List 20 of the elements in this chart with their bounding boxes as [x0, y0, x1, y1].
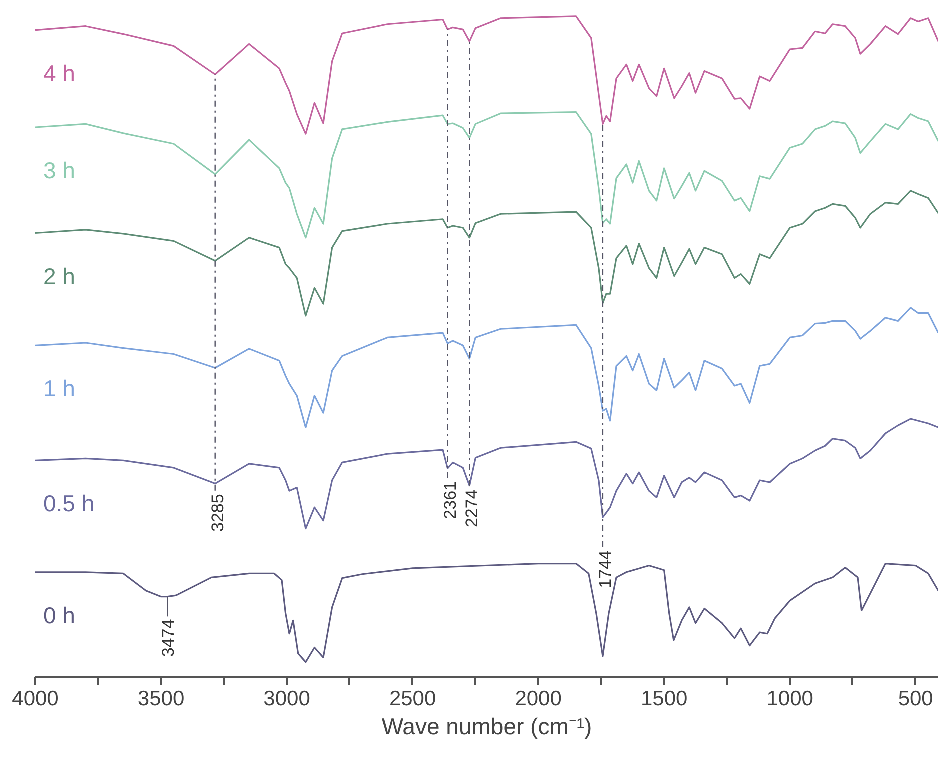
annotation: 3474: [158, 619, 178, 658]
series-label: 0 h: [44, 602, 76, 628]
x-tick-label: 1000: [766, 688, 814, 710]
x-tick-label: 3000: [264, 688, 310, 710]
x-tick-label: 4000: [12, 688, 59, 710]
ref-line-label: 3285: [208, 494, 228, 532]
series-label: 4 h: [44, 60, 76, 86]
x-tick-label: 2000: [515, 688, 562, 710]
ref-line-label: 1744: [596, 550, 615, 588]
x-tick-label: 3500: [138, 688, 185, 710]
ref-line-label: 2361: [440, 482, 460, 520]
ref-line-label: 2274: [462, 490, 482, 528]
series-label: 3 h: [44, 157, 76, 184]
series-label: 2 h: [44, 263, 76, 290]
x-tick-label: 1500: [640, 688, 688, 710]
x-axis-title: Wave number (cm⁻¹): [382, 714, 592, 740]
series-label: 0.5 h: [44, 490, 95, 517]
x-tick-label: 500: [898, 688, 934, 710]
series-label: 1 h: [44, 376, 76, 402]
x-tick-label: 2500: [389, 688, 436, 710]
